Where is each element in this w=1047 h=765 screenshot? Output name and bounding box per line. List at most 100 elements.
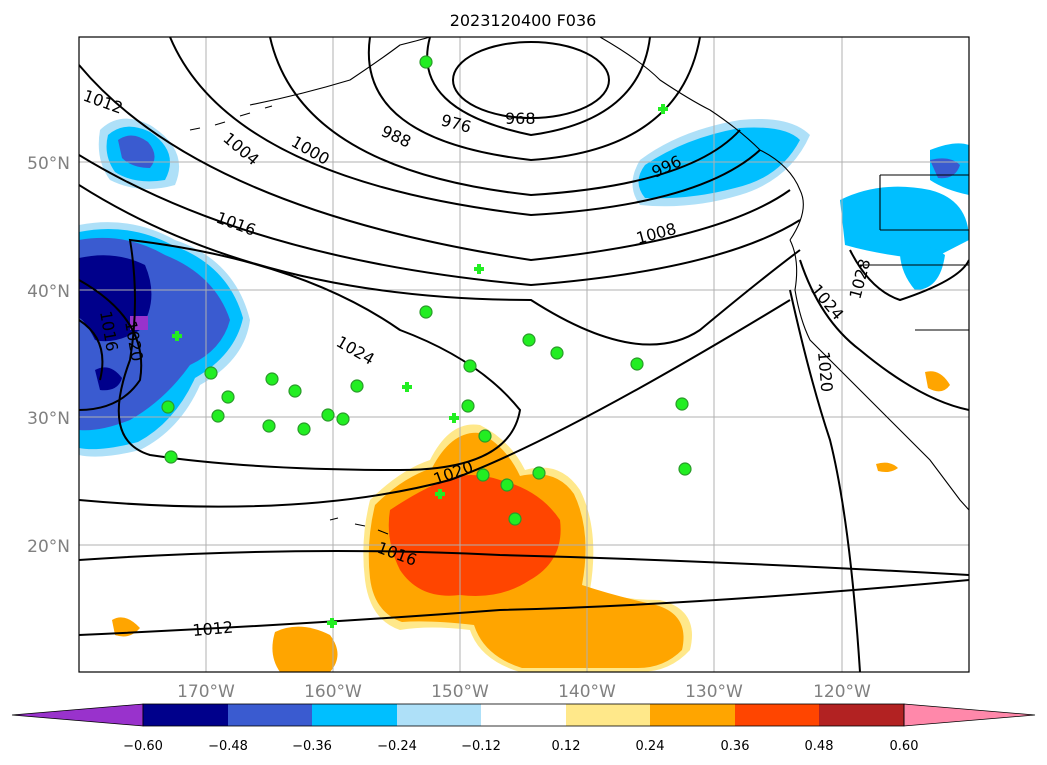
station-dot <box>211 409 225 423</box>
lat-label: 50°N <box>27 154 70 174</box>
lat-label: 30°N <box>27 409 70 429</box>
station-cross <box>402 382 412 392</box>
map-frame <box>78 36 970 673</box>
colorbar-segment <box>566 704 650 726</box>
colorbar-extend-min <box>11 703 144 727</box>
colorbar-tick-label: −0.12 <box>461 739 501 754</box>
isobar-1020-south <box>79 299 791 508</box>
lon-label: 150°W <box>431 682 489 702</box>
station-cross <box>327 618 337 628</box>
negative-anomaly-region-coast <box>840 186 969 260</box>
colorbar-tick-label: 0.24 <box>636 739 665 754</box>
station-dot <box>678 462 692 476</box>
station-dot <box>265 372 279 386</box>
lat-label: 20°N <box>27 537 70 557</box>
negative-anomaly-region-coast-3 <box>899 243 945 290</box>
positive-anomaly-region-south <box>272 626 338 672</box>
hawaii-coastline <box>329 517 389 535</box>
station-dot <box>630 357 644 371</box>
station-dot <box>463 359 477 373</box>
positive-anomaly-region-central-red <box>388 475 561 596</box>
colorbar-tick-label: 0.60 <box>890 739 919 754</box>
latitude-labels: 50°N 40°N 30°N 20°N <box>27 154 70 557</box>
negative-anomaly-region-northeast-core <box>638 127 800 199</box>
colorbar-tick-label: −0.24 <box>377 739 417 754</box>
station-dot <box>288 384 302 398</box>
station-cross <box>172 331 182 341</box>
station-markers <box>161 55 692 628</box>
anomaly-shading <box>79 118 969 672</box>
isobar-1020-north <box>79 184 801 346</box>
station-dot <box>500 478 514 492</box>
station-dot <box>350 379 364 393</box>
colorbar-segment <box>650 704 735 726</box>
isobar-1016-south <box>79 550 969 576</box>
isobar-1028 <box>849 249 969 302</box>
isobar-1016-west <box>79 319 104 381</box>
map-title: 2023120400 F036 <box>450 11 597 30</box>
station-dot <box>419 55 433 69</box>
isobar-1024 <box>117 238 522 472</box>
isobar-988 <box>367 37 701 162</box>
isobar-1016-north <box>79 154 801 287</box>
lon-label: 140°W <box>558 682 616 702</box>
station-dot <box>419 305 433 319</box>
colorbar: −0.60 −0.48 −0.36 −0.24 −0.12 0.12 0.24 … <box>11 703 1036 754</box>
station-cross <box>449 413 459 423</box>
isobar-label: 1012 <box>192 618 234 640</box>
graticule <box>79 37 969 672</box>
colorbar-tick-label: 0.48 <box>805 739 834 754</box>
colorbar-tick-label: 0.12 <box>552 739 581 754</box>
station-dot <box>336 412 350 426</box>
inland-border-lines <box>860 174 969 331</box>
station-dot <box>461 399 475 413</box>
positive-anomaly-region-small-3 <box>876 462 898 472</box>
isobar-1020-west <box>79 279 143 411</box>
longitude-labels: 170°W 160°W 150°W 140°W 130°W 120°W <box>177 682 871 702</box>
station-dot <box>532 466 546 480</box>
lon-label: 120°W <box>813 682 871 702</box>
isobar-label: 968 <box>505 109 536 128</box>
isobar-1004 <box>169 37 761 217</box>
colorbar-extend-max <box>903 703 1036 727</box>
colorbar-segment <box>143 704 228 726</box>
station-dot <box>675 397 689 411</box>
station-dot <box>221 390 235 404</box>
station-dot <box>262 419 276 433</box>
station-dot <box>478 429 492 443</box>
lon-label: 130°W <box>685 682 743 702</box>
negative-anomaly-region-coast-deep <box>930 158 960 179</box>
alaska-coastline <box>249 37 804 241</box>
positive-anomaly-region-small-2 <box>925 371 950 392</box>
colorbar-tick-label: −0.60 <box>123 739 163 754</box>
colorbar-segment <box>481 704 566 726</box>
isobar-1000 <box>269 37 741 197</box>
negative-anomaly-region-northwest-deep <box>118 135 155 168</box>
isobar-1020-east <box>789 289 861 672</box>
colorbar-tick-label: −0.36 <box>292 739 332 754</box>
colorbar-tick-label: 0.36 <box>721 739 750 754</box>
isobar-1012 <box>79 64 791 262</box>
lon-label: 160°W <box>304 682 362 702</box>
isobar-contours <box>79 37 969 672</box>
station-dot <box>508 512 522 526</box>
station-dot <box>550 346 564 360</box>
colorbar-frame <box>142 703 905 727</box>
station-cross <box>658 104 668 114</box>
isobar-1024-east <box>799 259 969 411</box>
station-dot <box>161 400 175 414</box>
aleutian-islands <box>189 105 273 131</box>
station-dot <box>164 450 178 464</box>
isobar-968 <box>452 41 610 119</box>
station-dot <box>204 366 218 380</box>
colorbar-segment <box>735 704 819 726</box>
colorbar-tick-label: −0.48 <box>208 739 248 754</box>
lat-label: 40°N <box>27 282 70 302</box>
station-dot <box>321 408 335 422</box>
north-america-west-coastline <box>789 239 969 511</box>
colorbar-segment <box>819 704 904 726</box>
station-dot <box>522 333 536 347</box>
station-dot <box>476 468 490 482</box>
colorbar-segment <box>312 704 397 726</box>
isobar-976 <box>426 37 651 137</box>
